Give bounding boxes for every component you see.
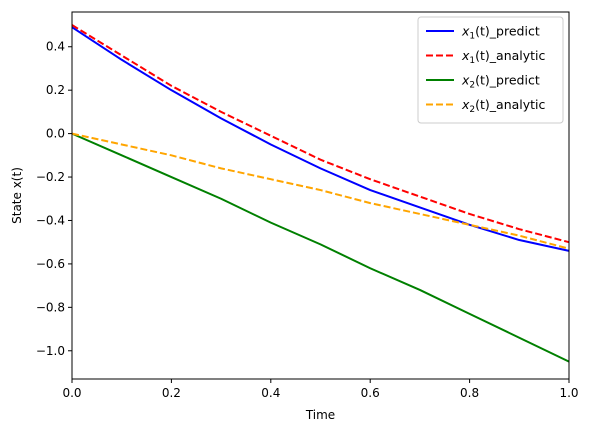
- y-tick-label: 0.0: [46, 127, 65, 141]
- y-tick-label: −1.0: [36, 344, 65, 358]
- legend-label: x1(t)_predict: [461, 24, 540, 42]
- y-tick-label: −0.6: [36, 257, 65, 271]
- y-tick-label: 0.4: [46, 40, 65, 54]
- series-layer: [71, 24, 570, 363]
- legend-box: [417, 16, 564, 124]
- legend-label: x1(t)_analytic: [461, 48, 546, 66]
- x-tick-label: 0.8: [460, 386, 479, 400]
- legend-label: x2(t)_predict: [461, 73, 540, 91]
- series-line-1: [71, 26, 570, 252]
- x-tick-label: 1.0: [559, 386, 578, 400]
- y-tick-label: 0.2: [46, 83, 65, 97]
- y-tick-label: −0.8: [36, 300, 65, 314]
- legend: x1(t)_predict x1(t)_analytic x2(t)_predict…: [417, 16, 564, 124]
- y-tick-label: −0.4: [36, 213, 65, 227]
- legend-label: x2(t)_analytic: [461, 97, 546, 115]
- x-tick-label: 0.0: [62, 386, 81, 400]
- y-tick-label: −0.2: [36, 170, 65, 184]
- x-tick-label: 0.6: [361, 386, 380, 400]
- series-line-2: [71, 24, 570, 244]
- series-line-3: [71, 132, 570, 363]
- x-axis: 0.0 0.2 0.4 0.6 0.8 1.0: [62, 379, 579, 400]
- x-axis-label: Time: [305, 408, 335, 422]
- y-axis: 0.4 0.2 0.0 −0.2 −0.4 −0.6 −0.8 −1.0: [36, 40, 72, 358]
- plot-frame: [71, 11, 570, 380]
- x-tick-label: 0.4: [261, 386, 280, 400]
- series-line-4: [71, 132, 570, 250]
- y-axis-label: State x(t): [10, 167, 24, 224]
- x-tick-label: 0.2: [162, 386, 181, 400]
